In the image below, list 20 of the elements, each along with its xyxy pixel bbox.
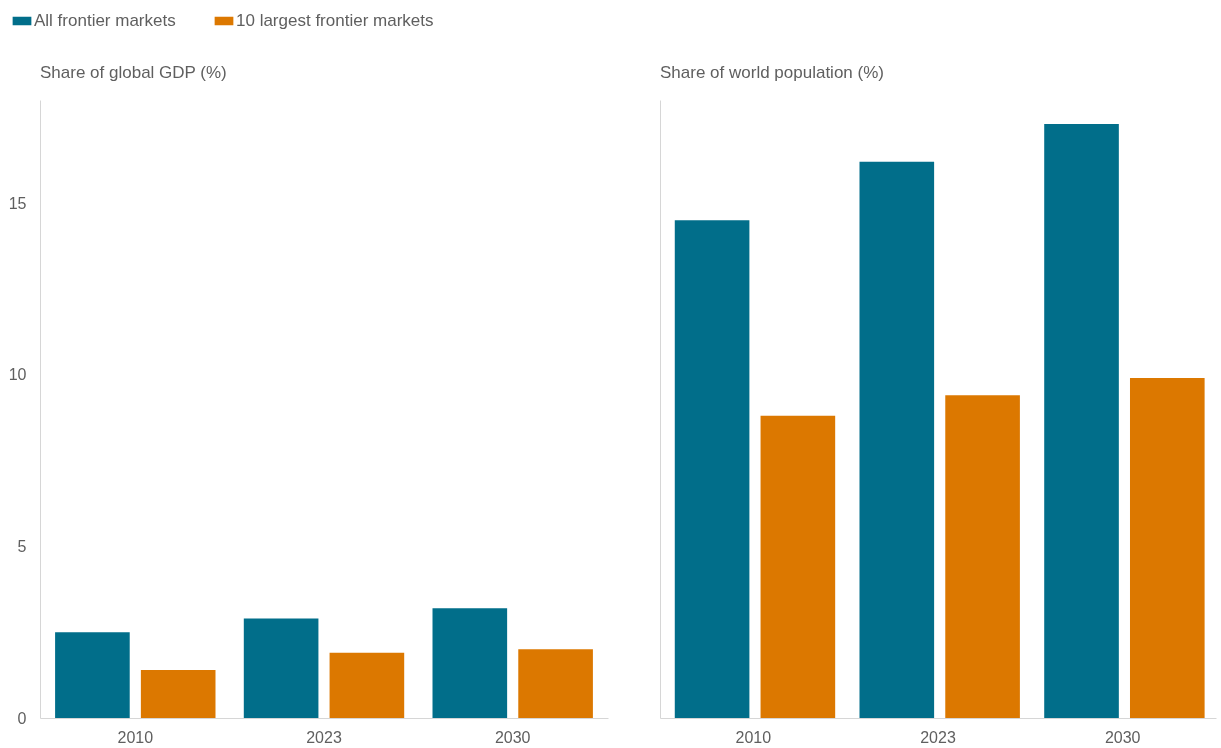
x-tick-label: 2010: [117, 728, 154, 746]
chart-title: Share of global GDP (%): [40, 63, 227, 82]
bar: [760, 415, 836, 718]
x-tick-label: 2023: [306, 728, 342, 746]
bar: [674, 220, 750, 718]
chart-title: Share of world population (%): [660, 63, 884, 82]
x-tick-label: 2010: [735, 728, 772, 746]
bar: [945, 395, 1020, 718]
y-tick-label: 0: [17, 709, 27, 727]
x-tick-label: 2030: [1104, 728, 1141, 746]
y-tick-label: 15: [8, 194, 27, 212]
legend-label: All frontier markets: [34, 11, 176, 30]
bar: [1044, 124, 1119, 718]
bar: [1129, 378, 1205, 718]
legend-label: 10 largest frontier markets: [236, 11, 434, 30]
y-tick-label: 10: [8, 366, 27, 384]
y-tick-label: 5: [17, 537, 27, 555]
x-tick-label: 2030: [494, 728, 531, 746]
bar: [859, 161, 935, 718]
x-tick-label: 2023: [920, 728, 956, 746]
